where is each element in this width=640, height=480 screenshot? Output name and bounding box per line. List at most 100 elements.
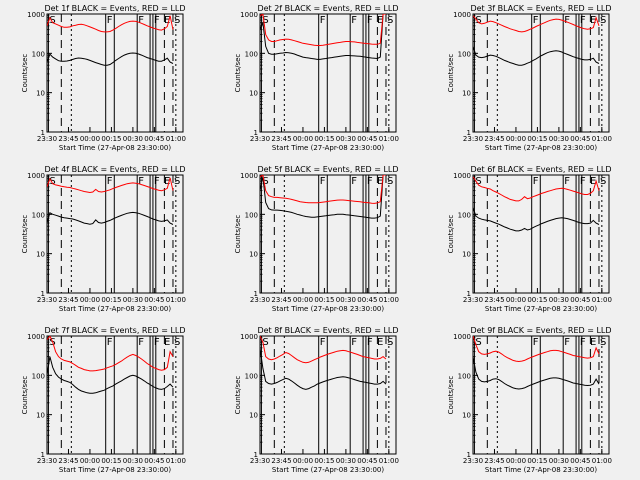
series-lld-line	[473, 336, 600, 363]
x-tick-label: 00:30	[549, 135, 569, 143]
time-marker-label: S	[600, 176, 606, 187]
time-marker-label: E	[164, 176, 170, 187]
x-tick-label: 00:15	[314, 296, 334, 304]
x-tick-label: 00:30	[123, 296, 143, 304]
y-tick-label: 1000	[27, 11, 45, 19]
time-marker-label: F	[107, 337, 113, 348]
x-tick-label: 01:00	[379, 135, 399, 143]
x-tick-label: 00:45	[144, 457, 164, 465]
time-marker-label: S	[387, 15, 393, 26]
time-marker-label: S	[600, 337, 606, 348]
plot-frame	[46, 13, 184, 133]
y-tick-label: 10	[462, 251, 471, 259]
x-tick-label: 00:30	[336, 296, 356, 304]
time-marker-label: F	[580, 15, 586, 26]
x-tick-label: 23:45	[271, 296, 291, 304]
x-tick-label: 00:15	[527, 296, 547, 304]
time-marker-label: F	[107, 15, 113, 26]
x-tick-label: 00:00	[506, 457, 526, 465]
x-tick-label: 00:45	[357, 135, 377, 143]
x-tick-label: 00:45	[357, 457, 377, 465]
time-marker-label: S	[387, 176, 393, 187]
time-marker-label: F	[138, 15, 144, 26]
time-marker-label: F	[564, 337, 570, 348]
series-events-line	[473, 207, 600, 232]
y-tick-label: 1000	[27, 172, 45, 180]
time-marker-label: F	[154, 15, 160, 26]
time-marker-label: S	[262, 176, 268, 187]
y-axis-label: Counts/sec	[234, 376, 242, 415]
y-tick-label: 10	[36, 90, 45, 98]
y-tick-label: 100	[245, 211, 258, 219]
x-axis-label: Start Time (27-Apr-08 23:30:00)	[272, 466, 384, 474]
time-marker-label: S	[174, 15, 180, 26]
time-marker-label: E	[377, 176, 383, 187]
time-marker-label: S	[49, 176, 55, 187]
y-axis-label: Counts/sec	[21, 54, 29, 93]
x-tick-label: 23:30	[463, 296, 483, 304]
x-tick-label: 00:45	[144, 135, 164, 143]
time-marker-label: F	[351, 176, 357, 187]
y-tick-label: 100	[32, 211, 45, 219]
time-marker-label: E	[377, 337, 383, 348]
time-marker-label: S	[49, 15, 55, 26]
series-lld-line	[260, 336, 387, 364]
time-marker-label: S	[475, 337, 481, 348]
panel-title: Det 3f BLACK = Events, RED = LLD	[470, 4, 611, 13]
x-tick-label: 00:30	[123, 457, 143, 465]
y-tick-label: 100	[458, 50, 471, 58]
time-marker-label: F	[367, 176, 373, 187]
series-events-line	[260, 175, 386, 219]
time-marker-label: F	[533, 15, 539, 26]
x-tick-label: 00:30	[336, 457, 356, 465]
y-tick-label: 1000	[240, 333, 258, 341]
series-lld-line	[260, 14, 386, 46]
time-marker-label: S	[174, 337, 180, 348]
x-tick-label: 00:45	[570, 296, 590, 304]
plot-frame	[259, 13, 397, 133]
time-marker-label: E	[377, 15, 383, 26]
time-marker-label: F	[564, 15, 570, 26]
x-tick-label: 23:30	[250, 457, 270, 465]
time-marker-label: F	[107, 176, 113, 187]
time-marker-label: F	[320, 337, 326, 348]
y-axis-label: Counts/sec	[447, 54, 455, 93]
series-events-line	[473, 356, 600, 390]
x-tick-label: 00:00	[80, 457, 100, 465]
time-marker-label: F	[320, 176, 326, 187]
x-tick-label: 00:30	[336, 135, 356, 143]
x-tick-label: 00:45	[144, 296, 164, 304]
y-tick-label: 10	[462, 412, 471, 420]
panel-title: Det 2f BLACK = Events, RED = LLD	[257, 4, 398, 13]
x-tick-label: 00:00	[506, 296, 526, 304]
x-tick-label: 01:00	[592, 135, 612, 143]
x-axis-label: Start Time (27-Apr-08 23:30:00)	[59, 466, 171, 474]
time-marker-label: F	[154, 176, 160, 187]
time-marker-label: E	[590, 15, 596, 26]
x-tick-label: 00:30	[549, 457, 569, 465]
x-tick-label: 01:00	[379, 457, 399, 465]
x-tick-label: 01:00	[166, 135, 186, 143]
x-tick-label: 23:30	[250, 135, 270, 143]
x-tick-label: 00:15	[101, 135, 121, 143]
y-tick-label: 10	[462, 90, 471, 98]
x-tick-label: 23:45	[58, 457, 78, 465]
x-tick-label: 23:45	[484, 135, 504, 143]
series-lld-line	[473, 15, 600, 33]
y-tick-label: 1	[41, 129, 45, 137]
y-tick-label: 1	[254, 451, 258, 459]
x-tick-label: 01:00	[379, 296, 399, 304]
x-tick-label: 23:30	[463, 135, 483, 143]
series-lld-line	[47, 336, 174, 372]
time-marker-label: F	[320, 15, 326, 26]
x-tick-label: 00:00	[293, 457, 313, 465]
y-tick-label: 1	[467, 290, 471, 298]
x-tick-label: 01:00	[166, 457, 186, 465]
time-marker-label: S	[475, 176, 481, 187]
panel-title: Det 8f BLACK = Events, RED = LLD	[257, 326, 398, 335]
time-marker-label: S	[387, 337, 393, 348]
time-marker-label: F	[138, 337, 144, 348]
x-tick-label: 00:15	[314, 135, 334, 143]
